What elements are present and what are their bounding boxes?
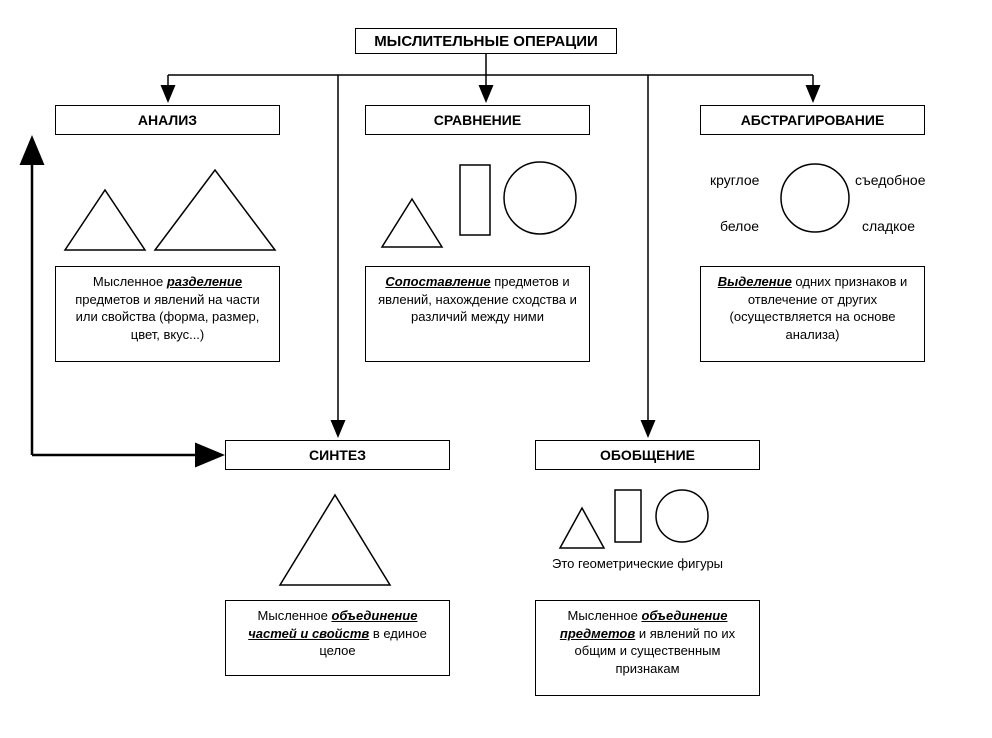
general-caption: Это геометрические фигуры [552,556,723,571]
circle-icon [781,164,849,232]
general-desc: Мысленное объединение предметов и явлени… [535,600,760,696]
triangle-icon [65,190,145,250]
analysis-desc: Мысленное разделение предметов и явлений… [55,266,280,362]
general-label-text: ОБОБЩЕНИЕ [600,447,695,463]
triangle-icon [560,508,604,548]
rectangle-icon [460,165,490,235]
abstraction-label: АБСТРАГИРОВАНИЕ [700,105,925,135]
synthesis-desc: Мысленное объединение частей и свойств в… [225,600,450,676]
synthesis-label-text: СИНТЕЗ [309,447,366,463]
circle-icon [504,162,576,234]
general-label: ОБОБЩЕНИЕ [535,440,760,470]
synthesis-desc-pre: Мысленное [258,608,332,623]
abstraction-label-text: АБСТРАГИРОВАНИЕ [741,112,885,128]
abstraction-word-br: сладкое [862,218,915,234]
comparison-label-text: СРАВНЕНИЕ [434,112,521,128]
analysis-label-text: АНАЛИЗ [138,112,197,128]
comparison-label: СРАВНЕНИЕ [365,105,590,135]
general-desc-pre: Мысленное [568,608,642,623]
abstraction-desc: Выделение одних признаков и отвлечение о… [700,266,925,362]
abstraction-word-bl: белое [720,218,759,234]
comparison-desc-keyword: Сопоставление [385,274,490,289]
triangle-icon [155,170,275,250]
analysis-desc-post: предметов и явлений на части или свойств… [75,292,259,342]
analysis-desc-pre: Мысленное [93,274,167,289]
circle-icon [656,490,708,542]
analysis-desc-keyword: разделение [167,274,242,289]
title-box: МЫСЛИТЕЛЬНЫЕ ОПЕРАЦИИ [355,28,617,54]
analysis-label: АНАЛИЗ [55,105,280,135]
comparison-desc: Сопоставление предметов и явлений, нахож… [365,266,590,362]
title-text: МЫСЛИТЕЛЬНЫЕ ОПЕРАЦИИ [374,33,598,50]
triangle-icon [382,199,442,247]
rectangle-icon [615,490,641,542]
triangle-icon [280,495,390,585]
synthesis-label: СИНТЕЗ [225,440,450,470]
abstraction-word-tl: круглое [710,172,759,188]
abstraction-word-tr: съедобное [855,172,926,188]
abstraction-desc-keyword: Выделение [718,274,792,289]
